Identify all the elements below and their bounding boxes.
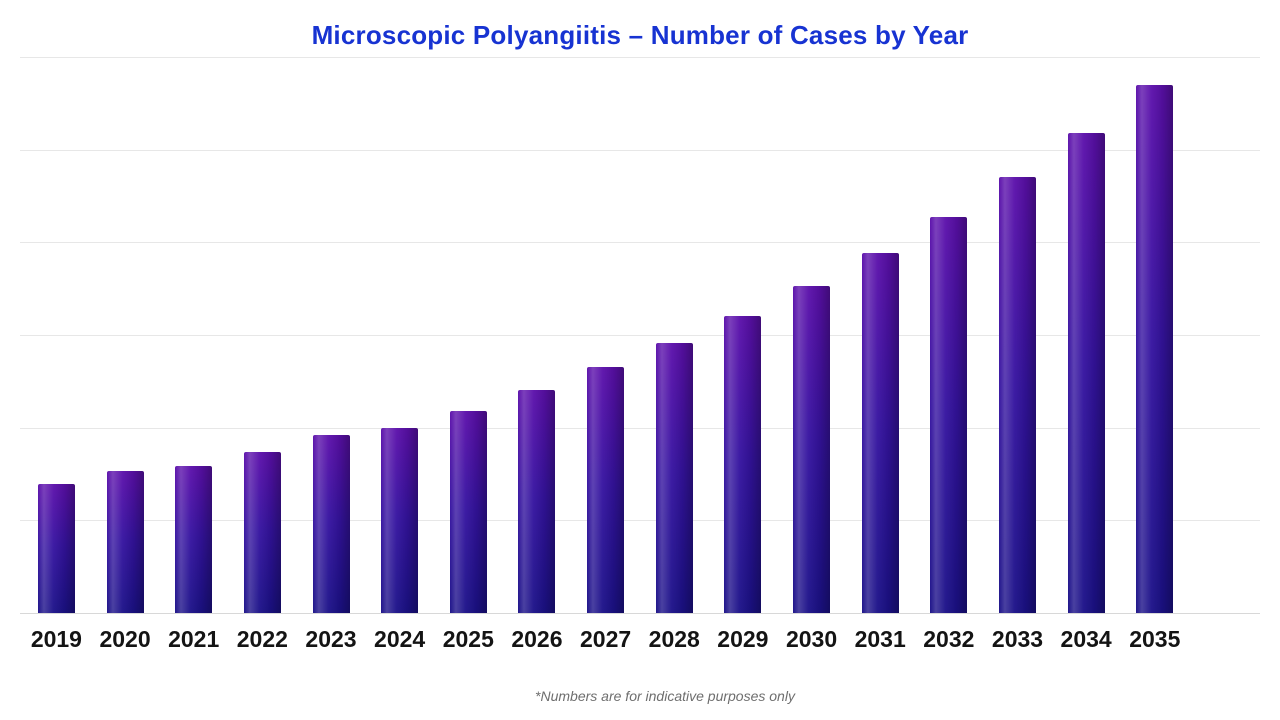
x-axis-label-2027: 2027	[580, 626, 632, 652]
bar-2020	[106, 471, 144, 613]
x-axis-label-2026: 2026	[511, 626, 563, 652]
bar-2025	[449, 410, 487, 613]
x-axis-label-2031: 2031	[854, 626, 906, 652]
x-axis-label-2032: 2032	[923, 626, 975, 652]
x-axis-label-2025: 2025	[442, 626, 494, 652]
bar-2024	[381, 428, 419, 613]
gridline	[20, 242, 1260, 244]
x-axis-label-2021: 2021	[168, 626, 220, 652]
gridline	[20, 335, 1260, 336]
bar-2021	[175, 466, 213, 613]
x-axis-label-2019: 2019	[30, 626, 82, 652]
x-axis-label-2035: 2035	[1129, 626, 1181, 652]
footnote: *Numbers are for indicative purposes onl…	[535, 688, 795, 704]
bars-layer	[20, 57, 1260, 613]
x-axis-labels: 2019 2020 2021 2022 2023 2024 2025 2026 2027 2028…	[20, 626, 1260, 666]
bar-2032	[930, 216, 968, 613]
bar-2034	[1067, 132, 1105, 613]
x-axis-label-2030: 2030	[785, 626, 838, 652]
bar-2029	[724, 316, 762, 613]
chart-title: Microscopic Polyangiitis – Number of Cas…	[311, 20, 969, 50]
x-axis-label-2023: 2023	[305, 626, 357, 652]
bar-2035	[1136, 84, 1174, 613]
bar-2030	[793, 286, 831, 613]
x-axis-label-2024: 2024	[374, 626, 426, 652]
bar-2023	[312, 434, 350, 613]
bar-2022	[243, 451, 281, 613]
bar-2027	[587, 367, 625, 613]
bar-2028	[655, 342, 693, 613]
x-axis-label-2028: 2028	[648, 626, 700, 652]
x-axis-label-2033: 2033	[991, 626, 1044, 652]
plot-area	[20, 57, 1260, 614]
x-axis-line	[20, 613, 1260, 614]
x-axis-label-2020: 2020	[99, 626, 151, 652]
gridline	[20, 427, 1260, 429]
bar-2026	[518, 390, 556, 613]
x-axis-label-2034: 2034	[1060, 626, 1112, 652]
gridline	[20, 57, 1260, 58]
gridline	[20, 520, 1260, 522]
gridline	[20, 149, 1260, 151]
bar-2019	[37, 484, 75, 613]
bar-2033	[999, 176, 1036, 613]
x-axis-label-2022: 2022	[236, 626, 288, 652]
bar-2031	[861, 252, 899, 613]
x-axis-label-2029: 2029	[717, 626, 769, 652]
